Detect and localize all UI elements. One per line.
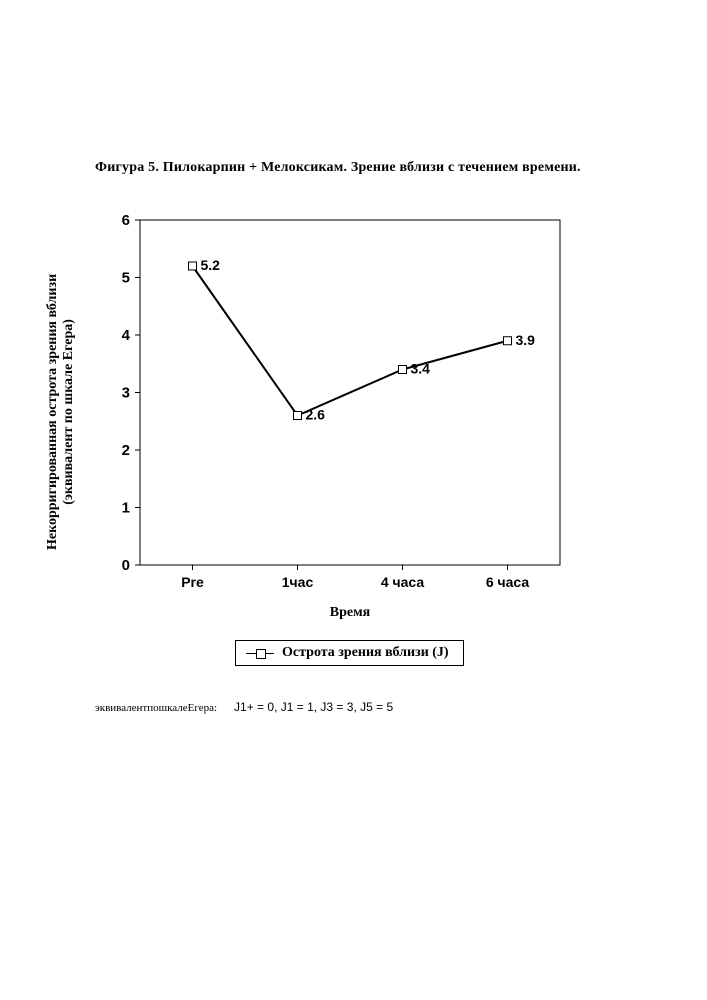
chart-container: Некорригированная острота зрения вблизи … <box>100 210 600 645</box>
svg-text:3.9: 3.9 <box>516 332 536 348</box>
svg-text:1: 1 <box>122 500 130 517</box>
svg-text:4: 4 <box>122 327 131 344</box>
svg-text:2.6: 2.6 <box>306 407 326 423</box>
legend-label: Острота зрения вблизи (J) <box>282 645 449 661</box>
legend-marker <box>256 649 266 659</box>
svg-text:6: 6 <box>122 212 130 229</box>
svg-text:4 часа: 4 часа <box>381 574 425 590</box>
svg-text:1час: 1час <box>282 574 314 590</box>
line-chart: 0 1 2 3 4 5 6 Pre 1час 4 часа 6 часа 5.2 2.6 3.4 3.9 <box>100 210 600 640</box>
svg-text:3.4: 3.4 <box>411 361 431 377</box>
footnote: эквивалентпошкалеЕгера: J1+ = 0, J1 = 1,… <box>95 700 393 715</box>
svg-text:Pre: Pre <box>181 574 204 590</box>
footnote-values: J1+ = 0, J1 = 1, J3 = 3, J5 = 5 <box>234 700 393 714</box>
svg-text:6 часа: 6 часа <box>486 574 530 590</box>
page: Фигура 5. Пилокарпин + Мелоксикам. Зрени… <box>0 0 707 1000</box>
x-axis-title: Время <box>100 605 600 621</box>
svg-text:3: 3 <box>122 385 130 402</box>
legend-line-sample <box>246 653 274 654</box>
y-axis-title: Некорригированная острота зрения вблизи … <box>45 274 77 550</box>
footnote-label: эквивалентпошкалеЕгера: <box>95 702 217 714</box>
svg-text:0: 0 <box>122 557 130 574</box>
legend: Острота зрения вблизи (J) <box>235 640 464 666</box>
figure-title: Фигура 5. Пилокарпин + Мелоксикам. Зрени… <box>95 160 581 176</box>
svg-text:2: 2 <box>122 442 130 459</box>
y-axis-title-line2: (эквивалент по шкале Егера) <box>61 274 77 550</box>
svg-text:5.2: 5.2 <box>201 257 221 273</box>
svg-text:5: 5 <box>122 270 130 287</box>
y-axis-title-line1: Некорригированная острота зрения вблизи <box>45 274 60 550</box>
